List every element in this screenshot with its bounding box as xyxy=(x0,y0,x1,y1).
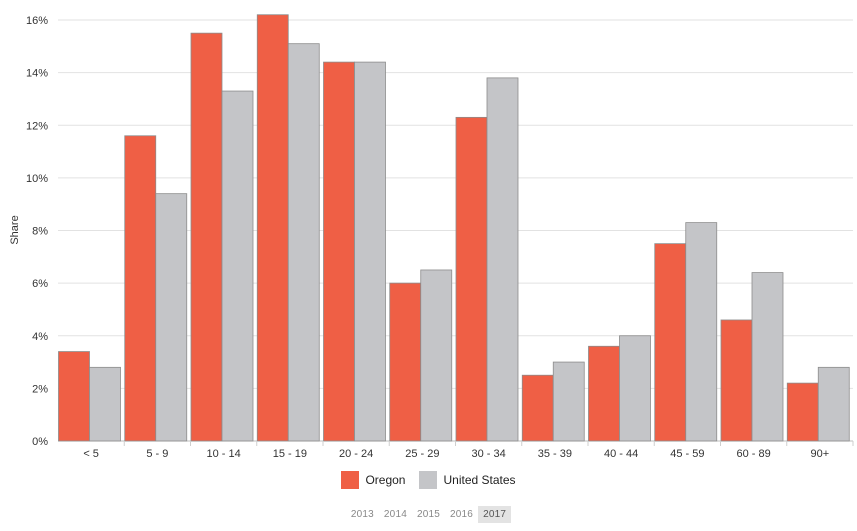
y-tick-label: 2% xyxy=(32,383,48,395)
bar-oregon[interactable] xyxy=(190,32,223,442)
bar-oregon[interactable] xyxy=(521,374,554,442)
year-button-2016[interactable]: 2016 xyxy=(450,509,474,520)
bar-united-states[interactable] xyxy=(89,366,121,442)
legend: Oregon United States xyxy=(0,471,857,489)
x-tick-label: 15 - 19 xyxy=(273,448,307,460)
y-tick-label: 10% xyxy=(26,173,48,185)
bar-oregon[interactable] xyxy=(389,282,422,442)
x-tick-label: 20 - 24 xyxy=(339,448,373,460)
bar-oregon[interactable] xyxy=(455,116,488,442)
y-tick-label: 14% xyxy=(26,68,48,80)
legend-item-oregon[interactable]: Oregon xyxy=(341,471,405,489)
y-axis: 0% 2% 4% 6% 8% 10% 12% 14% 16% xyxy=(26,15,48,448)
x-tick-label: 90+ xyxy=(811,448,830,460)
x-tick-label: 10 - 14 xyxy=(207,448,241,460)
year-button-2015[interactable]: 2015 xyxy=(416,509,441,520)
x-tick-label: 5 - 9 xyxy=(146,448,168,460)
bar-oregon[interactable] xyxy=(588,345,620,442)
bars xyxy=(58,14,850,442)
y-tick-label: 0% xyxy=(32,436,48,448)
x-tick-label: 45 - 59 xyxy=(670,448,704,460)
year-button-2013[interactable]: 2013 xyxy=(350,509,374,520)
bar-oregon[interactable] xyxy=(720,319,753,442)
year-selector: 2013 2014 2015 2016 2017 xyxy=(0,506,857,523)
bar-chart: 0% 2% 4% 6% 8% 10% 12% 14% 16% Share < 5 5 - 9 10 … xyxy=(9,14,854,460)
bar-oregon[interactable] xyxy=(323,61,355,442)
legend-swatch xyxy=(419,471,438,489)
y-tick-label: 12% xyxy=(26,120,48,132)
bar-united-states[interactable] xyxy=(685,222,718,442)
bar-united-states[interactable] xyxy=(354,61,386,442)
bar-united-states[interactable] xyxy=(287,43,320,442)
bar-oregon[interactable] xyxy=(786,382,819,442)
y-axis-label: Share xyxy=(9,215,21,244)
x-tick-label: 25 - 29 xyxy=(405,448,439,460)
legend-label: Oregon xyxy=(365,473,406,487)
x-tick-label: 30 - 34 xyxy=(472,448,506,460)
bar-united-states[interactable] xyxy=(155,193,188,442)
bar-oregon[interactable] xyxy=(58,351,90,442)
y-tick-label: 16% xyxy=(26,15,48,27)
bar-oregon[interactable] xyxy=(124,135,157,442)
x-tick-label: 60 - 89 xyxy=(737,448,771,460)
x-axis: < 5 5 - 9 10 - 14 15 - 19 20 - 24 25 - 29 30 -… xyxy=(83,441,854,460)
y-tick-label: 8% xyxy=(32,226,48,238)
legend-label: United States xyxy=(443,473,516,487)
x-tick-label: < 5 xyxy=(83,448,99,460)
year-button-2017[interactable]: 2017 xyxy=(478,506,512,523)
year-button-2014[interactable]: 2014 xyxy=(383,509,407,520)
x-tick-label: 35 - 39 xyxy=(538,448,572,460)
bar-united-states[interactable] xyxy=(486,77,519,442)
bar-united-states[interactable] xyxy=(221,90,254,442)
bar-united-states[interactable] xyxy=(552,361,585,442)
bar-oregon[interactable] xyxy=(654,243,687,442)
y-tick-label: 6% xyxy=(32,278,48,290)
bar-united-states[interactable] xyxy=(420,269,453,442)
legend-swatch xyxy=(341,471,360,489)
bar-united-states[interactable] xyxy=(619,335,651,442)
legend-item-united-states[interactable]: United States xyxy=(419,471,516,489)
gridlines xyxy=(58,19,853,442)
bar-united-states[interactable] xyxy=(751,272,784,442)
bar-oregon[interactable] xyxy=(256,14,289,442)
y-tick-label: 4% xyxy=(32,331,48,343)
x-tick-label: 40 - 44 xyxy=(604,448,638,460)
bar-united-states[interactable] xyxy=(817,366,850,442)
